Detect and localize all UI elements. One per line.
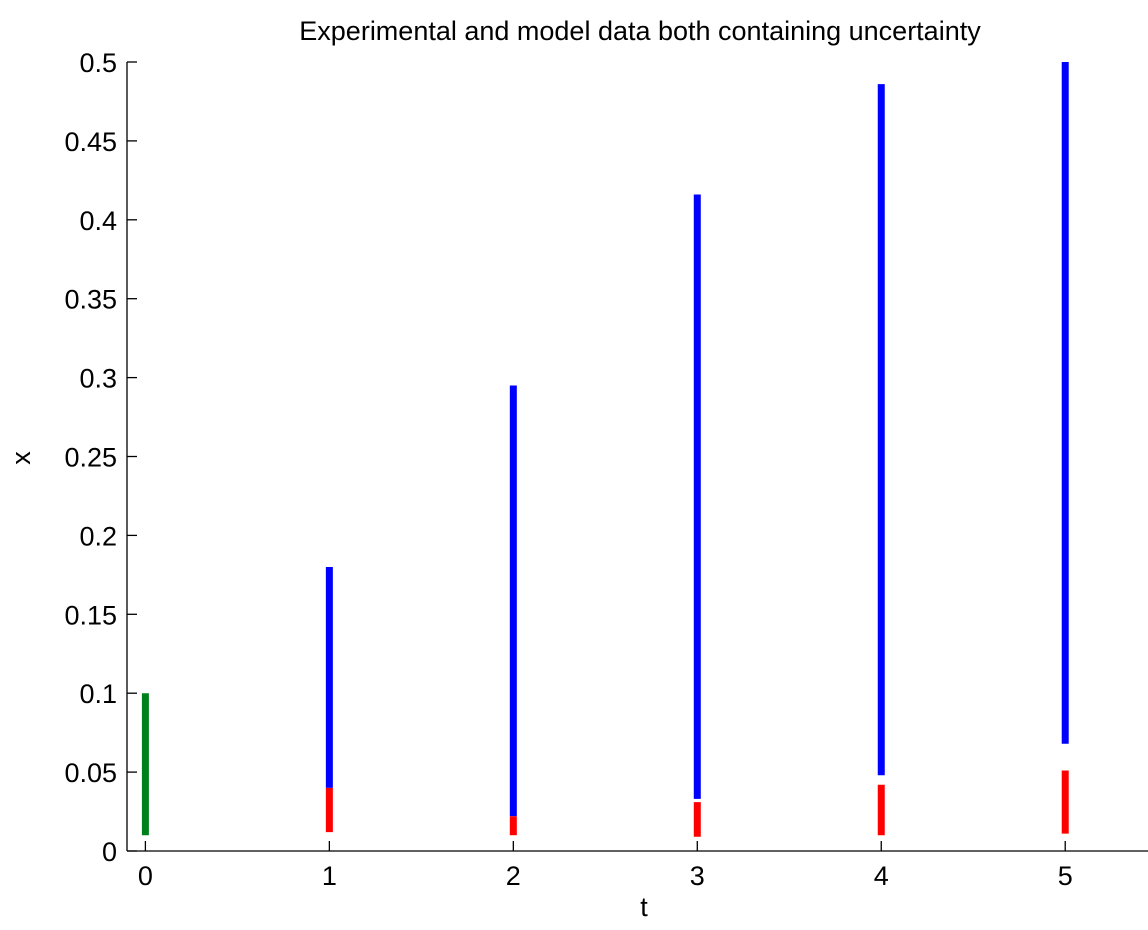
axes: [126, 62, 1148, 852]
y-tick-label: 0.45: [64, 127, 117, 157]
y-tick-label: 0.25: [64, 443, 117, 473]
y-tick-label: 0.4: [79, 206, 117, 236]
y-tick-label: 0.3: [79, 364, 117, 394]
y-tick-label: 0.05: [64, 758, 117, 788]
x-tick-label: 0: [138, 861, 153, 891]
y-ticks: 0 0.05 0.1 0.15 0.2 0.25 0.3 0.35 0.4 0.45 0.5: [64, 48, 137, 867]
x-tick-label: 2: [506, 861, 521, 891]
y-tick-label: 0.2: [79, 521, 117, 551]
x-tick-label: 1: [322, 861, 337, 891]
data-marks: [141, 62, 1069, 837]
x-tick-label: 5: [1058, 861, 1073, 891]
y-tick-label: 0: [102, 837, 117, 867]
x-axis-label: t: [640, 892, 648, 922]
x-tick-label: 3: [690, 861, 705, 891]
y-tick-label: 0.1: [79, 679, 117, 709]
y-tick-label: 0.5: [79, 48, 117, 78]
x-ticks: 0 1 2 3 4 5: [138, 841, 1073, 891]
chart-title: Experimental and model data both contain…: [299, 16, 981, 46]
y-axis-label: x: [6, 451, 36, 465]
x-tick-label: 4: [874, 861, 889, 891]
y-tick-label: 0.15: [64, 600, 117, 630]
y-tick-label: 0.35: [64, 285, 117, 315]
